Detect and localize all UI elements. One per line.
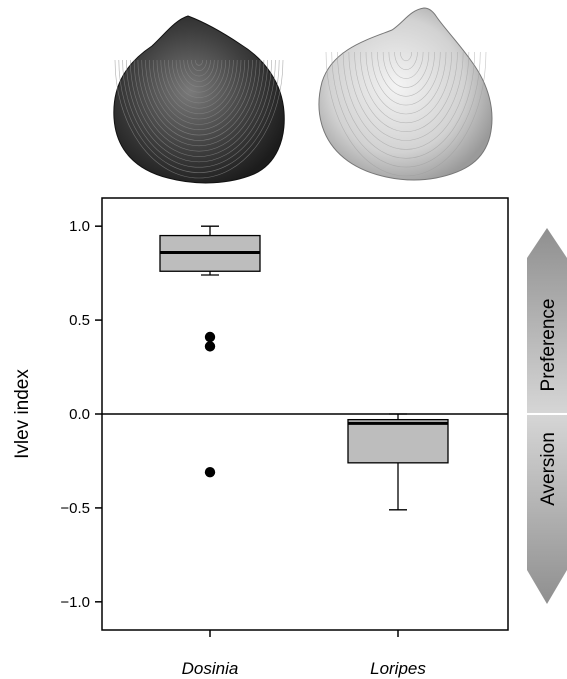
y-axis-title: Ivlev index [12,369,33,459]
boxes [159,225,449,511]
aversion-label: Aversion [538,432,559,506]
y-tick-label: −0.5 [60,500,90,517]
outlier-point [204,467,216,478]
box-dosinia [159,225,261,478]
x-axis: Dosinia Loripes [182,630,426,678]
y-tick-label: 1.0 [69,218,90,235]
y-tick-label: 0.5 [69,312,90,329]
iqr-box [347,418,449,464]
loripes-shell-image [318,7,493,181]
x-tick-label-loripes: Loripes [370,659,426,678]
aversion-arrow [527,414,567,604]
y-tick-label: 0.0 [69,406,90,423]
box-loripes [347,413,449,511]
outlier-point [204,341,216,352]
preference-arrow [527,228,567,414]
preference-label: Preference [538,299,559,392]
outlier-point [204,331,216,343]
x-tick-label-dosinia: Dosinia [182,659,239,678]
y-tick-label: −1.0 [60,594,90,611]
dosinia-shell-image [113,15,285,184]
y-axis: −1.0 −0.5 0.0 0.5 1.0 [60,218,102,611]
preference-aversion-band: Preference Aversion [527,228,567,604]
